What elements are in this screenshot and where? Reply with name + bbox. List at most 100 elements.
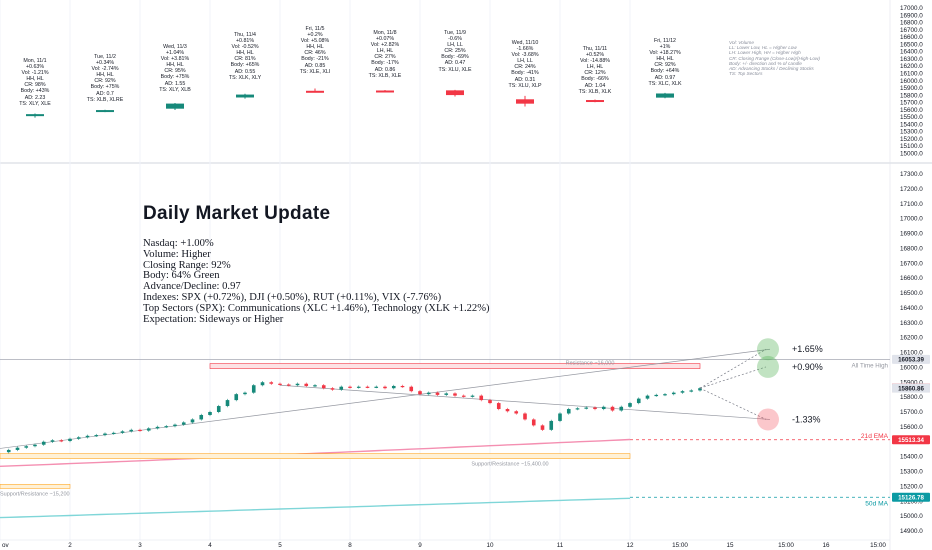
day-summary-line: Body: +64% xyxy=(650,68,680,75)
intraday-candle xyxy=(470,395,475,397)
intraday-candle xyxy=(496,403,501,410)
day-summary-line: Fri, 11/12 xyxy=(654,38,676,44)
trend-line-lower xyxy=(279,384,771,420)
y-tick-label: 15600.0 xyxy=(900,424,923,431)
legend-line: Vol: Volume xyxy=(729,40,754,45)
day-summary-line: Body: +75% xyxy=(160,74,190,81)
intraday-candle xyxy=(138,429,142,432)
intraday-candle xyxy=(111,432,116,435)
projection-line xyxy=(699,387,767,420)
intraday-candle xyxy=(94,435,99,437)
price-tag-value: 15126.78 xyxy=(898,494,924,501)
intraday-candle xyxy=(409,386,414,392)
y-tick-label: 16800.0 xyxy=(900,20,923,27)
x-tick-label: 15:00 xyxy=(778,542,794,549)
intraday-candle xyxy=(339,386,344,390)
intraday-candle xyxy=(146,428,151,431)
intraday-candle xyxy=(593,407,597,410)
day-summary-line: AD: 0.7 xyxy=(96,90,114,97)
y-tick-label: 17300.0 xyxy=(900,171,923,178)
day-summary-line: +0.2% xyxy=(307,32,323,39)
y-tick-label: 16600.0 xyxy=(900,275,923,282)
intraday-candle xyxy=(260,382,265,386)
y-tick-label: 16100.0 xyxy=(900,350,923,357)
day-summary-line: Vol: -3.68% xyxy=(511,52,539,59)
y-tick-label: 15900.0 xyxy=(900,85,923,92)
x-tick-label: 10 xyxy=(486,542,494,549)
resistance-zone xyxy=(209,363,701,369)
update-line: Top Sectors (SPX): Communications (XLC +… xyxy=(143,302,490,314)
daily-candle-body xyxy=(516,99,534,104)
y-tick-label: 15500.0 xyxy=(900,114,923,121)
intraday-candle xyxy=(689,390,694,392)
y-tick-label: 15100.0 xyxy=(900,143,923,150)
daily-candle-body xyxy=(26,114,44,117)
y-tick-label: 16400.0 xyxy=(900,305,923,312)
update-line: Volume: Higher xyxy=(143,248,211,260)
y-tick-label: 16200.0 xyxy=(900,63,923,70)
day-summary-line: Vol: -0.52% xyxy=(231,44,259,51)
ma-label: 21d EMA xyxy=(861,433,889,440)
intraday-candle xyxy=(85,435,90,438)
y-tick-label: 17000.0 xyxy=(900,5,923,12)
y-tick-label: 16800.0 xyxy=(900,245,923,252)
intraday-candle xyxy=(540,425,545,430)
intraday-candle xyxy=(383,386,387,389)
day-summary-line: CR: 12% xyxy=(584,70,606,77)
y-tick-label: 15200.0 xyxy=(900,136,923,143)
x-tick-label: 15:00 xyxy=(672,542,688,549)
intraday-candle xyxy=(33,444,37,447)
day-summary-line: AD: 1.55 xyxy=(164,80,186,87)
intraday-candle xyxy=(365,386,370,388)
intraday-candle xyxy=(225,400,230,407)
daily-candle-body xyxy=(376,90,394,93)
y-tick-label: 15700.0 xyxy=(900,409,923,416)
day-summary-line: +1.04% xyxy=(165,50,185,57)
price-tag-value: 16053.39 xyxy=(898,357,924,364)
intraday-candle xyxy=(348,386,352,388)
legend-line: CR: Closing Range (Close-Low)/(High-Low) xyxy=(729,55,820,61)
intraday-candle xyxy=(120,431,125,433)
intraday-candle xyxy=(234,394,239,401)
day-summary-line: +0.81% xyxy=(235,38,255,45)
y-tick-label: 16300.0 xyxy=(900,56,923,63)
day-summary-line: +0.63% xyxy=(25,64,45,71)
day-summary-line: TS: XLK, XLY xyxy=(228,74,262,81)
support-label-2: Support/Resistance ~15,200 xyxy=(0,491,70,497)
y-tick-label: 15800.0 xyxy=(900,394,923,401)
day-summary-line: LH, HL xyxy=(376,48,394,55)
support-label: Support/Resistance ~15,400.00 xyxy=(471,462,548,468)
y-tick-label: 15800.0 xyxy=(900,92,923,99)
day-summary-line: CR: 27% xyxy=(374,54,396,61)
intraday-candle xyxy=(636,398,641,404)
day-summary-line: Vol: -1.21% xyxy=(21,70,49,77)
day-summary-card: Thu, 11/11 +0.52% Vol: -14.88% LH, HL CR: 12… xyxy=(565,46,625,95)
day-summary-line: Body: -66% xyxy=(581,76,609,83)
day-summary-line: TS: XLU, XLP xyxy=(508,82,542,89)
intraday-candle xyxy=(330,388,335,390)
intraday-candle xyxy=(444,393,449,395)
day-summary-line: +0.07% xyxy=(375,36,395,43)
day-summary-card: Wed, 11/10 -1.66% Vol: -3.68% LH, LL CR: 24%… xyxy=(495,40,555,89)
daily-candle-body xyxy=(236,94,254,98)
intraday-candle xyxy=(584,407,589,409)
x-tick-label: 11 xyxy=(557,542,564,549)
ma-50d-line xyxy=(0,497,631,519)
day-summary-line: TS: XLB, XLK xyxy=(578,88,612,95)
price-tag-value: 15513.34 xyxy=(898,437,924,444)
day-summary-line: Mon, 11/1 xyxy=(23,58,47,64)
intraday-candle xyxy=(216,406,221,412)
y-tick-label: 16100.0 xyxy=(900,70,923,77)
intraday-candle xyxy=(619,406,624,411)
day-summary-line: Vol: +2.82% xyxy=(370,42,400,49)
day-summary-line: Body: +43% xyxy=(20,88,50,95)
y-tick-label: 16700.0 xyxy=(900,27,923,34)
intraday-candle xyxy=(575,408,580,410)
legend-line: AD: Advancing Stocks / Declining Stocks xyxy=(729,66,814,72)
intraday-candle xyxy=(610,406,615,411)
y-tick-label: 15400.0 xyxy=(900,121,923,128)
intraday-candle xyxy=(24,446,29,448)
intraday-candle xyxy=(671,392,676,395)
y-tick-label: 15200.0 xyxy=(900,483,923,490)
day-summary-line: CR: 24% xyxy=(514,64,536,71)
